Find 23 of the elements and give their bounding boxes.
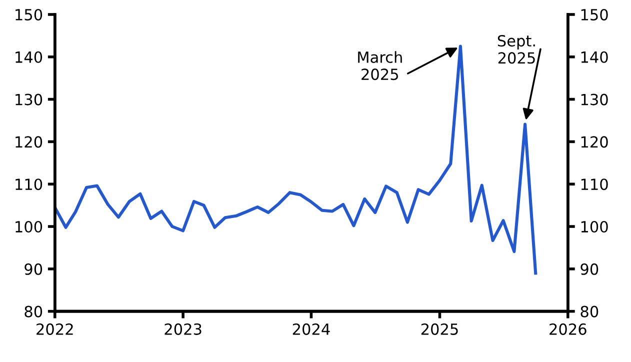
- x-tick-label: 2024: [292, 323, 330, 335]
- x-tick-label: 2023: [164, 323, 202, 335]
- y-tick-label: 90: [24, 263, 42, 275]
- y-tick-label: 110: [16, 178, 42, 190]
- y2-tick-label: 150: [581, 8, 608, 20]
- y2-tick-label: 130: [581, 94, 608, 106]
- y2-tick-label: 120: [581, 136, 608, 148]
- y-tick-label: 150: [16, 8, 42, 20]
- annotation: March 2025: [358, 51, 402, 80]
- annotation: Sept. 2025: [498, 35, 535, 64]
- y-tick-label: 140: [16, 51, 42, 63]
- x-tick-label: 2026: [550, 323, 586, 335]
- y2-tick-label: 110: [581, 178, 608, 190]
- y2-tick-label: 100: [581, 220, 608, 233]
- y2-tick-label: 140: [581, 51, 608, 63]
- y-tick-label: 120: [16, 136, 42, 148]
- y2-tick-label: 90: [580, 263, 598, 275]
- x-tick-label: 2022: [36, 323, 73, 335]
- y-tick-label: 100: [16, 220, 42, 233]
- x-tick-label: 2025: [421, 323, 458, 335]
- y-tick-label: 130: [16, 94, 42, 106]
- y-tick-label: 80: [24, 306, 42, 318]
- y2-tick-label: 80: [580, 306, 598, 318]
